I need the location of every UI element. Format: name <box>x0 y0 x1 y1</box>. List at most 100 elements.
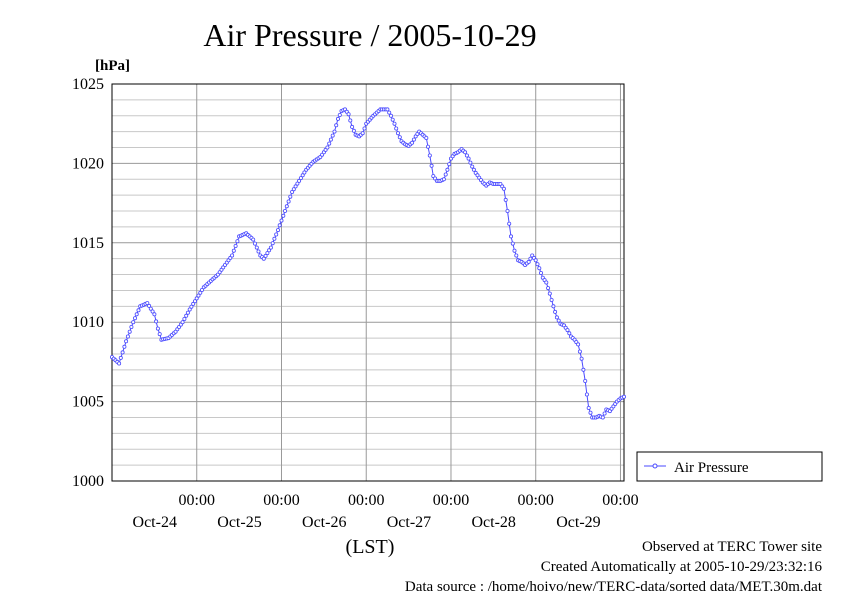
data-point <box>132 316 137 321</box>
data-point <box>335 116 340 121</box>
data-point <box>295 181 300 186</box>
data-point <box>147 303 152 308</box>
data-point <box>191 301 196 306</box>
data-point <box>505 208 510 213</box>
data-point <box>441 177 446 182</box>
series-line <box>111 108 625 419</box>
data-point <box>501 186 506 191</box>
data-point <box>152 312 157 317</box>
data-point <box>351 128 356 133</box>
data-point <box>251 237 256 242</box>
data-point <box>549 297 554 302</box>
data-point <box>274 232 279 237</box>
legend-marker <box>652 463 658 469</box>
data-point <box>577 349 582 354</box>
data-point <box>131 320 136 325</box>
data-point <box>145 301 150 306</box>
data-point <box>547 291 552 296</box>
data-point <box>189 304 194 309</box>
data-point <box>293 184 298 189</box>
data-point <box>288 194 293 199</box>
data-point <box>275 228 280 233</box>
data-point <box>514 253 519 258</box>
data-point <box>411 137 416 142</box>
data-point <box>554 315 559 320</box>
x-tick-date-label: Oct-27 <box>387 514 431 531</box>
data-point <box>184 313 189 318</box>
y-tick-label: 1005 <box>72 394 104 411</box>
data-point <box>117 361 122 366</box>
data-point <box>586 405 591 410</box>
data-point <box>507 221 512 226</box>
data-point <box>553 309 558 314</box>
observed-note: Observed at TERC Tower site <box>642 539 822 555</box>
data-point <box>539 270 544 275</box>
data-point <box>268 245 273 250</box>
data-point <box>254 245 259 250</box>
x-tick-time-label: 00:00 <box>433 492 469 509</box>
data-point <box>185 310 190 315</box>
x-tick-time-label: 00:00 <box>602 492 638 509</box>
data-point <box>252 241 257 246</box>
data-point <box>180 320 185 325</box>
data-point <box>576 342 581 347</box>
data-point <box>424 135 429 140</box>
x-tick-date-label: Oct-29 <box>556 514 600 531</box>
data-point <box>325 145 330 150</box>
data-point <box>235 239 240 244</box>
data-point <box>233 243 238 248</box>
data-point <box>470 164 475 169</box>
data-point <box>124 339 129 344</box>
data-point <box>284 204 289 209</box>
data-point <box>300 173 305 178</box>
data-point <box>468 160 473 165</box>
data-point <box>272 236 277 241</box>
x-tick-time-label: 00:00 <box>263 492 299 509</box>
data-point <box>192 299 197 304</box>
x-tick-time-label: 00:00 <box>348 492 384 509</box>
y-axis-ticks: 1000 1005 1010 1015 1020 1025 <box>72 76 104 490</box>
data-point <box>198 290 203 295</box>
data-point <box>464 153 469 158</box>
data-point <box>337 113 342 118</box>
data-point <box>463 150 468 155</box>
data-source-path: Data source : /home/hoivo/new/TERC-data/… <box>405 579 823 595</box>
data-point <box>194 296 199 301</box>
data-point <box>290 189 295 194</box>
data-point <box>187 307 192 312</box>
x-tick-time-label: 00:00 <box>179 492 215 509</box>
x-axis-ticks: 00:00Oct-2400:00Oct-2500:00Oct-2600:00Oc… <box>133 492 639 531</box>
data-point <box>265 251 270 256</box>
x-tick-date-label: Oct-28 <box>472 514 516 531</box>
data-point <box>584 392 589 397</box>
data-point <box>556 318 561 323</box>
data-point <box>330 133 335 138</box>
data-point <box>471 167 476 172</box>
data-point <box>581 367 586 372</box>
data-point <box>429 163 434 168</box>
data-point <box>388 113 393 118</box>
data-point <box>256 249 261 254</box>
data-point <box>551 304 556 309</box>
data-point <box>155 326 160 331</box>
data-point <box>447 162 452 167</box>
data-point <box>154 319 159 324</box>
data-point <box>526 259 531 264</box>
data-point <box>196 293 201 298</box>
data-point <box>425 144 430 149</box>
data-point <box>528 256 533 261</box>
data-point <box>579 356 584 361</box>
data-point <box>122 344 127 349</box>
x-tick-date-label: Oct-24 <box>133 514 177 531</box>
data-point <box>466 156 471 161</box>
data-point <box>503 197 508 202</box>
data-point <box>129 324 134 329</box>
x-axis-label: (LST) <box>346 536 395 558</box>
data-point <box>148 306 153 311</box>
data-point <box>297 178 302 183</box>
data-point <box>261 256 266 261</box>
data-point <box>231 248 236 253</box>
data-point <box>385 107 390 112</box>
data-point <box>134 312 139 317</box>
air-pressure-series <box>110 107 627 420</box>
